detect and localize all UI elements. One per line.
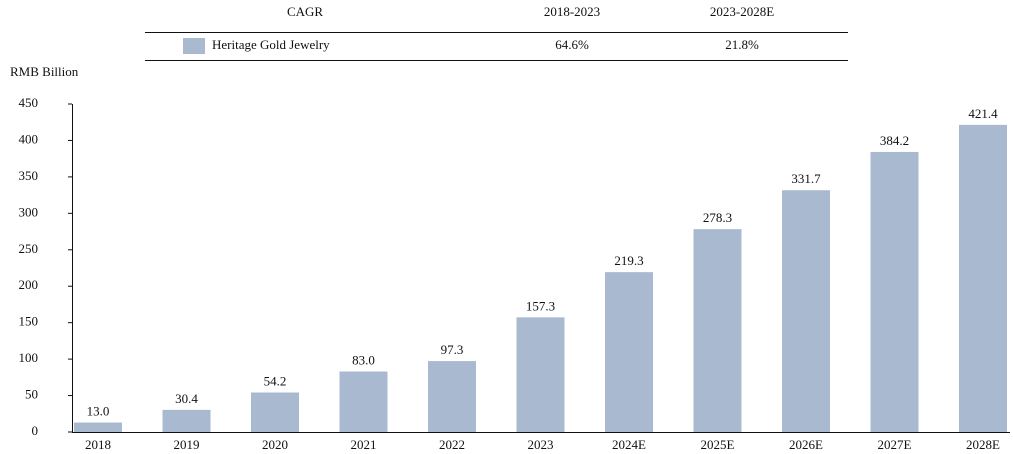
y-tick-label: 300 xyxy=(19,204,39,219)
x-tick-label: 2027E xyxy=(878,437,912,452)
x-tick-label: 2022 xyxy=(439,437,465,452)
y-tick-label: 0 xyxy=(32,423,39,438)
y-tick-label: 150 xyxy=(19,314,39,329)
data-label: 157.3 xyxy=(526,298,555,313)
data-label: 278.3 xyxy=(703,210,732,225)
x-tick-label: 2018 xyxy=(85,437,111,452)
x-tick-label: 2021 xyxy=(351,437,377,452)
data-label: 30.4 xyxy=(175,391,198,406)
data-label: 83.0 xyxy=(352,352,375,367)
bar xyxy=(605,272,653,432)
cagr-header: 2023-2028E xyxy=(710,4,774,19)
y-tick-label: 400 xyxy=(19,131,39,146)
cagr-value: 21.8% xyxy=(725,37,759,52)
x-tick-label: 2026E xyxy=(789,437,823,452)
data-label: 219.3 xyxy=(614,253,643,268)
bar xyxy=(782,190,830,432)
y-tick-label: 350 xyxy=(19,168,39,183)
bar xyxy=(339,371,388,432)
x-tick-label: 2023 xyxy=(528,437,554,452)
bar xyxy=(693,229,742,432)
bar xyxy=(74,422,122,432)
data-label: 421.4 xyxy=(968,106,998,121)
x-tick-label: 2025E xyxy=(701,437,735,452)
bar xyxy=(428,361,476,432)
bar xyxy=(516,317,565,432)
x-tick-label: 2024E xyxy=(612,437,646,452)
cagr-header: CAGR xyxy=(287,4,323,19)
y-tick-label: 200 xyxy=(19,277,39,292)
data-label: 13.0 xyxy=(87,404,110,419)
y-tick-label: 450 xyxy=(19,95,39,110)
cagr-value: 64.6% xyxy=(555,37,589,52)
y-tick-label: 250 xyxy=(19,241,39,256)
y-tick-label: 50 xyxy=(25,387,38,402)
legend-label: Heritage Gold Jewelry xyxy=(212,37,330,52)
x-tick-label: 2019 xyxy=(174,437,200,452)
data-label: 384.2 xyxy=(880,133,909,148)
x-tick-label: 2020 xyxy=(262,437,288,452)
data-label: 97.3 xyxy=(441,342,464,357)
bar xyxy=(870,151,919,433)
legend-swatch xyxy=(183,38,205,54)
y-tick-label: 100 xyxy=(19,350,39,365)
y-axis-label: RMB Billion xyxy=(10,64,79,79)
bar xyxy=(959,124,1007,432)
bar xyxy=(162,409,211,432)
data-label: 54.2 xyxy=(264,373,287,388)
cagr-header: 2018-2023 xyxy=(544,4,600,19)
data-label: 331.7 xyxy=(791,171,821,186)
x-tick-label: 2028E xyxy=(966,437,1000,452)
bar xyxy=(251,392,299,432)
